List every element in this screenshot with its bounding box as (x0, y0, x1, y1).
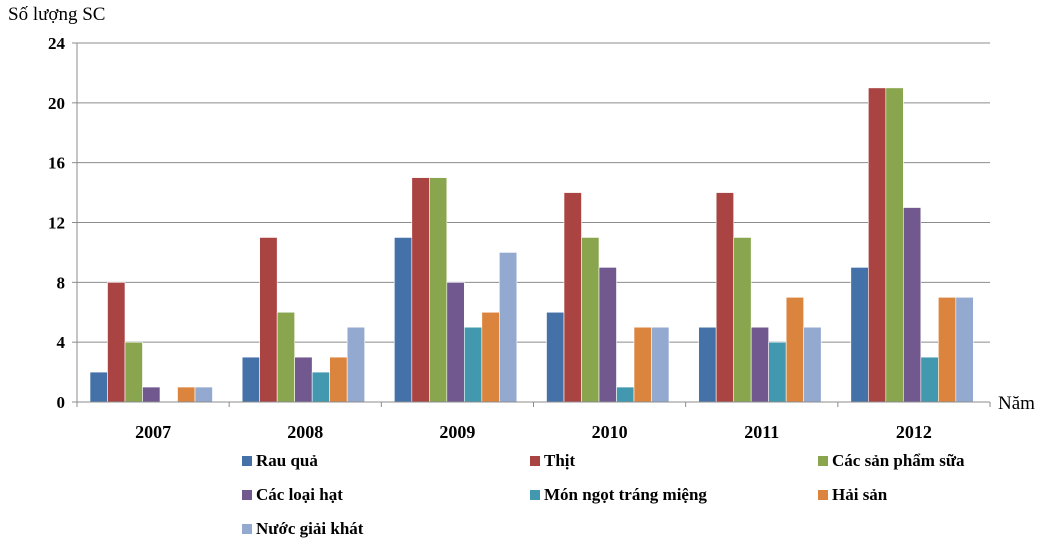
legend-label: Nước giải khát (256, 519, 364, 538)
y-tick-label: 0 (57, 393, 66, 412)
legend-swatch (530, 490, 540, 500)
bar (785, 296, 804, 403)
x-tick-label: 2010 (592, 422, 628, 442)
bar (89, 371, 108, 403)
legend-swatch (242, 490, 252, 500)
x-tick-labels: 2007 2008 2009 2010 2011 2012 (135, 422, 932, 442)
bar (446, 282, 465, 403)
legend-item: Các sản phẩm sữa (818, 451, 965, 470)
bar (768, 341, 787, 403)
x-tick-label: 2007 (135, 422, 171, 442)
x-tick-label: 2009 (439, 422, 475, 442)
bar (411, 177, 430, 403)
bar (698, 326, 717, 403)
bar (429, 177, 448, 403)
legend-label: Các sản phẩm sữa (832, 451, 965, 470)
bar (329, 356, 348, 403)
gridlines (77, 42, 990, 343)
y-axis-title: Số lượng SC (8, 4, 105, 25)
legend-swatch (530, 456, 540, 466)
bar (885, 87, 904, 403)
legend-label: Rau quả (256, 451, 318, 470)
x-tick-label: 2012 (896, 422, 932, 442)
legend-item: Các loại hạt (242, 485, 343, 504)
legend-item: Thịt (530, 451, 576, 470)
y-tick-label: 20 (48, 94, 65, 113)
bar (346, 326, 365, 403)
bar (651, 326, 670, 403)
bar (955, 296, 974, 403)
bar (241, 356, 260, 403)
x-tick-label: 2008 (287, 422, 323, 442)
bars (89, 87, 974, 403)
bar (938, 296, 957, 403)
x-axis-title: Năm (998, 393, 1035, 414)
bar (294, 356, 313, 403)
bar (107, 282, 126, 403)
legend-label: Thịt (544, 451, 576, 470)
x-tick-label: 2011 (744, 422, 779, 442)
legend: Rau quả Thịt Các sản phẩm sữa Các loại hạt M… (242, 451, 965, 538)
axes (72, 42, 991, 407)
legend-item: Nước giải khát (242, 519, 364, 538)
legend-swatch (242, 456, 252, 466)
y-tick-label: 4 (57, 333, 66, 352)
bar (481, 311, 500, 403)
bar (616, 386, 635, 403)
bar (803, 326, 822, 403)
y-tick-label: 12 (48, 214, 65, 233)
y-tick-label: 8 (57, 273, 66, 292)
legend-swatch (242, 524, 252, 534)
bar (563, 192, 582, 403)
bar (750, 326, 769, 403)
bar (142, 386, 161, 403)
y-tick-label: 24 (48, 34, 66, 53)
bar (633, 326, 652, 403)
bar (733, 237, 752, 403)
bar (499, 252, 518, 403)
bar (715, 192, 734, 403)
bar (920, 356, 939, 403)
legend-swatch (818, 490, 828, 500)
bar (177, 386, 196, 403)
bar (276, 311, 295, 403)
legend-item: Món ngọt tráng miệng (530, 485, 707, 504)
bar (868, 87, 887, 403)
bar (311, 371, 330, 403)
y-tick-label: 16 (48, 154, 65, 173)
bar (259, 237, 278, 403)
legend-item: Hải sản (818, 485, 888, 504)
legend-label: Món ngọt tráng miệng (544, 485, 707, 504)
legend-label: Hải sản (832, 485, 888, 504)
bar (903, 207, 922, 403)
bar (546, 311, 565, 403)
bar (581, 237, 600, 403)
legend-item: Rau quả (242, 451, 318, 470)
bar (194, 386, 213, 403)
bar (394, 237, 413, 403)
bar (124, 341, 143, 403)
y-tick-labels: 0 4 8 12 16 20 24 (48, 34, 66, 412)
legend-label: Các loại hạt (256, 485, 343, 504)
bar (850, 267, 869, 403)
bar (464, 326, 483, 403)
bar (598, 267, 617, 403)
legend-swatch (818, 456, 828, 466)
